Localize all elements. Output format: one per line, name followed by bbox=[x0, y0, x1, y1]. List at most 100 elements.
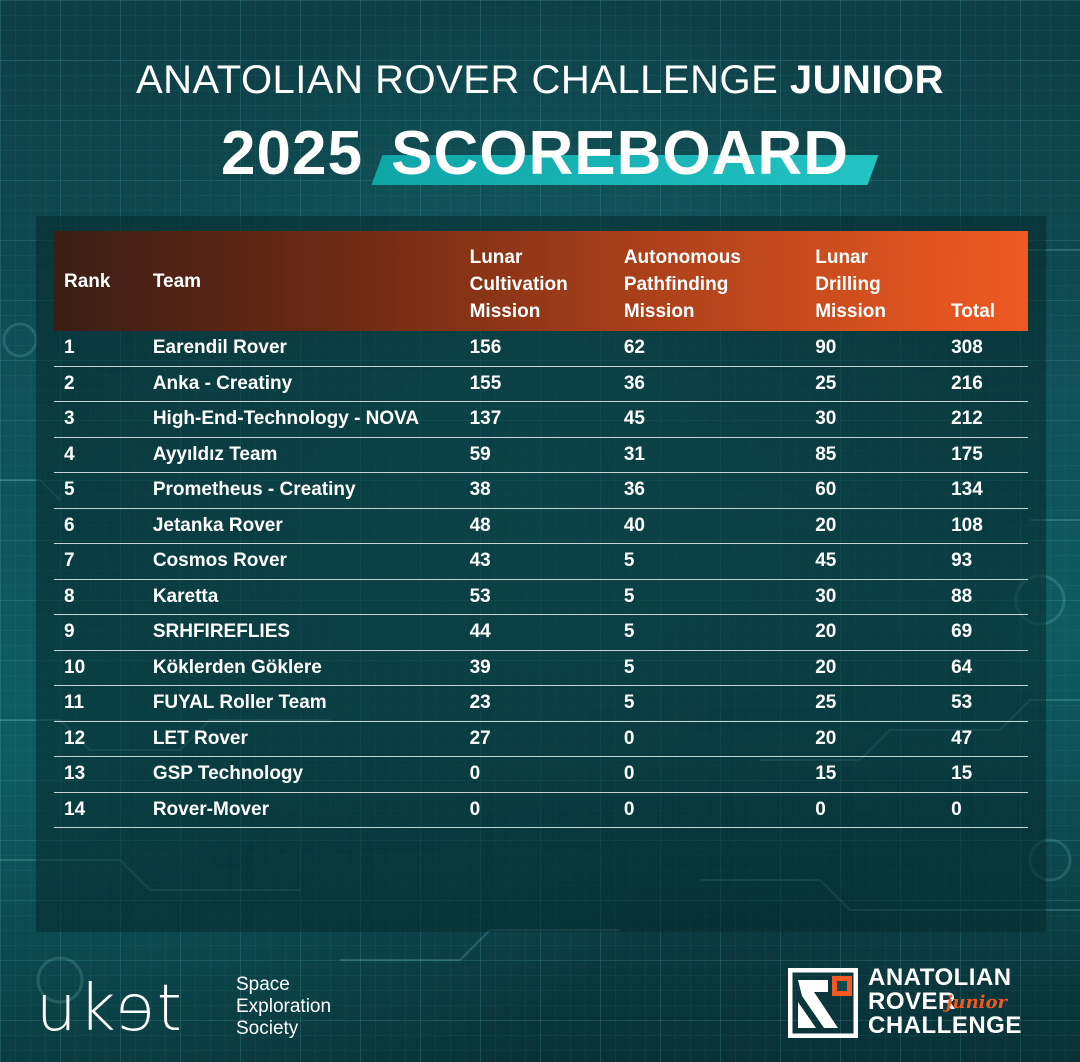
column-header-lunar-cultivation: Lunar Cultivation Mission bbox=[462, 231, 616, 331]
cell-total: 212 bbox=[943, 401, 1028, 438]
header-line: Mission bbox=[815, 301, 886, 322]
uket-logo: ukɘt bbox=[36, 972, 184, 1046]
cell-lunar-cultivation: 137 bbox=[461, 401, 616, 438]
cell-total: 108 bbox=[943, 508, 1028, 544]
cell-lunar-drilling: 20 bbox=[807, 721, 944, 757]
column-header-total: Total bbox=[951, 301, 996, 322]
cell-rank: 13 bbox=[54, 756, 145, 793]
table-row: 14 Rover-Mover 0 0 0 0 bbox=[54, 792, 1028, 828]
arc-junior-script: junior bbox=[946, 992, 1008, 1013]
cell-total: 93 bbox=[943, 543, 1028, 580]
cell-lunar-drilling: 45 bbox=[807, 543, 944, 580]
cell-total: 69 bbox=[943, 614, 1028, 651]
cell-lunar-cultivation: 48 bbox=[461, 508, 616, 544]
org-name-line: Exploration bbox=[236, 996, 332, 1017]
arc-line: ROVER bbox=[868, 988, 956, 1015]
cell-lunar-cultivation: 38 bbox=[461, 472, 616, 509]
cell-lunar-drilling: 60 bbox=[807, 472, 944, 509]
cell-rank: 9 bbox=[54, 614, 145, 651]
cell-autonomous-pathfinding: 5 bbox=[615, 650, 808, 686]
cell-lunar-cultivation: 0 bbox=[461, 756, 616, 793]
cell-team: Prometheus - Creatiny bbox=[144, 472, 462, 509]
cell-lunar-drilling: 0 bbox=[807, 792, 944, 828]
table-row: 13 GSP Technology 0 0 15 15 bbox=[54, 756, 1028, 793]
cell-autonomous-pathfinding: 36 bbox=[615, 472, 808, 509]
cell-autonomous-pathfinding: 0 bbox=[615, 756, 808, 793]
header-line: Drilling bbox=[815, 274, 881, 295]
cell-autonomous-pathfinding: 5 bbox=[615, 614, 808, 651]
cell-autonomous-pathfinding: 45 bbox=[615, 401, 808, 438]
cell-lunar-cultivation: 27 bbox=[461, 721, 616, 757]
cell-autonomous-pathfinding: 62 bbox=[615, 331, 808, 367]
space-exploration-society-label: Space Exploration Society bbox=[236, 974, 331, 1040]
cell-lunar-cultivation: 43 bbox=[461, 543, 616, 580]
org-name-line: Space bbox=[236, 974, 290, 995]
cell-lunar-drilling: 25 bbox=[807, 366, 944, 402]
table-row: 11 FUYAL Roller Team 23 5 25 53 bbox=[54, 685, 1028, 722]
title-regular-text: ANATOLIAN ROVER CHALLENGE bbox=[135, 58, 779, 102]
cell-team: LET Rover bbox=[144, 721, 462, 757]
cell-rank: 5 bbox=[54, 472, 145, 509]
arc-line: CHALLENGE bbox=[868, 1012, 1022, 1039]
cell-lunar-drilling: 20 bbox=[807, 650, 944, 686]
header-line: Lunar bbox=[469, 247, 523, 268]
header-line: Autonomous bbox=[623, 247, 741, 268]
table-row: 4 Ayyıldız Team 59 31 85 175 bbox=[54, 437, 1028, 473]
cell-lunar-cultivation: 44 bbox=[461, 614, 616, 651]
cell-team: High-End-Technology - NOVA bbox=[144, 401, 462, 438]
table-body: 1 Earendil Rover 156 62 90 308 2 Anka - Creatin… bbox=[54, 331, 1028, 828]
table-row: 6 Jetanka Rover 48 40 20 108 bbox=[54, 508, 1028, 544]
title-year: 2025 bbox=[221, 119, 363, 188]
cell-team: Jetanka Rover bbox=[144, 508, 462, 544]
cell-total: 64 bbox=[943, 650, 1028, 686]
table-row: 12 LET Rover 27 0 20 47 bbox=[54, 721, 1028, 757]
cell-autonomous-pathfinding: 40 bbox=[615, 508, 808, 544]
cell-autonomous-pathfinding: 5 bbox=[615, 579, 808, 615]
column-header-autonomous-pathfinding: Autonomous Pathfinding Mission bbox=[616, 231, 807, 331]
cell-lunar-drilling: 20 bbox=[807, 508, 944, 544]
cell-rank: 7 bbox=[54, 543, 145, 580]
cell-rank: 2 bbox=[54, 366, 145, 402]
cell-team: Karetta bbox=[144, 579, 462, 615]
org-name-line: Society bbox=[236, 1018, 299, 1039]
page-title-line2: 2025 SCOREBOARD bbox=[0, 118, 1080, 189]
cell-lunar-drilling: 25 bbox=[807, 685, 944, 722]
cell-total: 47 bbox=[943, 721, 1028, 757]
table-row: 9 SRHFIREFLIES 44 5 20 69 bbox=[54, 614, 1028, 651]
cell-team: SRHFIREFLIES bbox=[144, 614, 462, 651]
cell-autonomous-pathfinding: 5 bbox=[615, 543, 808, 580]
cell-rank: 12 bbox=[54, 721, 145, 757]
cell-team: Anka - Creatiny bbox=[144, 366, 462, 402]
cell-autonomous-pathfinding: 0 bbox=[615, 721, 808, 757]
table-row: 1 Earendil Rover 156 62 90 308 bbox=[54, 331, 1028, 367]
column-header-lunar-drilling: Lunar Drilling Mission bbox=[807, 231, 943, 331]
cell-team: Rover-Mover bbox=[144, 792, 462, 828]
arc-logo-icon bbox=[788, 968, 858, 1038]
cell-lunar-cultivation: 156 bbox=[461, 331, 616, 367]
cell-rank: 14 bbox=[54, 792, 145, 828]
cell-lunar-cultivation: 155 bbox=[461, 366, 616, 402]
table-row: 3 High-End-Technology - NOVA 137 45 30 212 bbox=[54, 401, 1028, 438]
cell-total: 15 bbox=[943, 756, 1028, 793]
cell-total: 88 bbox=[943, 579, 1028, 615]
cell-total: 175 bbox=[943, 437, 1028, 473]
cell-team: FUYAL Roller Team bbox=[144, 685, 462, 722]
header-line: Lunar bbox=[815, 247, 869, 268]
cell-lunar-cultivation: 0 bbox=[461, 792, 616, 828]
arc-logo-text: ANATOLIAN ROVER CHALLENGE bbox=[868, 966, 1022, 1038]
cell-rank: 6 bbox=[54, 508, 145, 544]
cell-rank: 8 bbox=[54, 579, 145, 615]
cell-team: Ayyıldız Team bbox=[144, 437, 462, 473]
cell-lunar-drilling: 20 bbox=[807, 614, 944, 651]
table-header-row: Rank Team Lunar Cultivation Mission Auto… bbox=[54, 231, 1028, 331]
header-line: Mission bbox=[623, 301, 695, 322]
cell-autonomous-pathfinding: 0 bbox=[615, 792, 808, 828]
cell-autonomous-pathfinding: 31 bbox=[615, 437, 808, 473]
cell-total: 0 bbox=[943, 792, 1028, 828]
cell-total: 134 bbox=[943, 472, 1028, 509]
table-row: 5 Prometheus - Creatiny 38 36 60 134 bbox=[54, 472, 1028, 509]
table-row: 10 Köklerden Göklere 39 5 20 64 bbox=[54, 650, 1028, 686]
title-highlight: SCOREBOARD bbox=[381, 118, 859, 189]
cell-lunar-drilling: 90 bbox=[807, 331, 944, 367]
column-header-rank: Rank bbox=[64, 270, 111, 292]
